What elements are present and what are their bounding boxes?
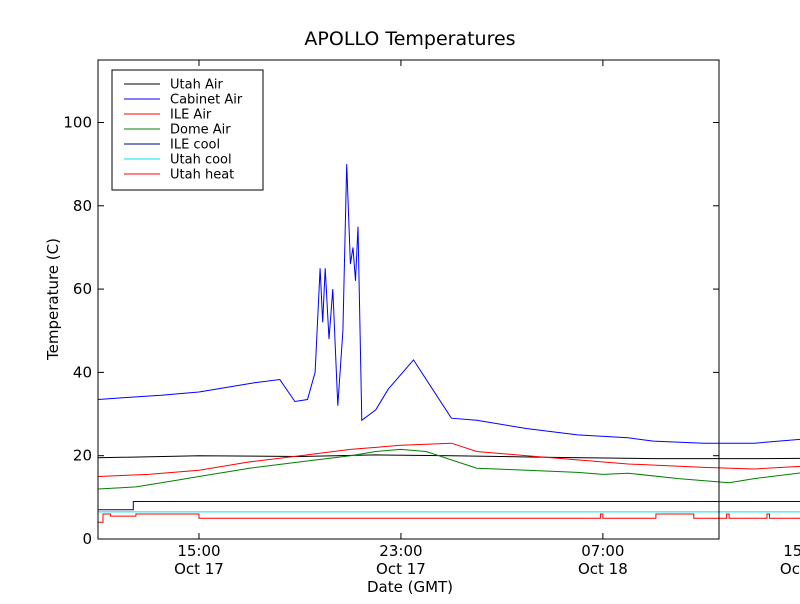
legend-label-utah-cool: Utah cool xyxy=(170,153,232,168)
chart-title: APOLLO Temperatures xyxy=(304,28,515,50)
x-tick-time-label: 23:00 xyxy=(379,542,422,560)
x-tick-date-label: Oct 18 xyxy=(780,560,800,578)
series-line-utah-heat xyxy=(98,513,800,523)
legend-label-utah-heat: Utah heat xyxy=(170,168,234,183)
legend-frame xyxy=(111,69,264,191)
x-axis-label: Date (GMT) xyxy=(367,578,453,596)
y-tick-label: 80 xyxy=(73,197,92,215)
y-tick-label: 40 xyxy=(73,363,92,381)
y-tick-label: 0 xyxy=(82,530,92,548)
legend-label-cabinet-air: Cabinet Air xyxy=(170,93,243,108)
x-tick-date-label: Oct 17 xyxy=(376,560,426,578)
x-tick-time-label: 15:00 xyxy=(783,542,800,560)
y-axis-label: Temperature (C) xyxy=(44,238,62,361)
x-tick-time-label: 15:00 xyxy=(177,542,220,560)
series-layer xyxy=(97,164,800,523)
x-tick-date-label: Oct 18 xyxy=(578,560,628,578)
series-line-dome-air xyxy=(97,448,800,490)
y-tick-label: 100 xyxy=(63,113,92,131)
legend-label-utah-air: Utah Air xyxy=(170,78,223,93)
y-tick-label: 20 xyxy=(73,447,92,465)
y-tick-label: 60 xyxy=(73,280,92,298)
series-line-utah-air xyxy=(97,454,800,460)
legend-label-dome-air: Dome Air xyxy=(170,123,231,138)
series-line-cabinet-air xyxy=(97,164,800,444)
legend-label-ile-cool: ILE cool xyxy=(170,138,220,153)
x-tick-time-label: 07:00 xyxy=(581,542,624,560)
series-line-ile-cool xyxy=(98,501,800,511)
series-line-ile-air xyxy=(97,442,800,477)
legend-label-ile-air: ILE Air xyxy=(170,108,212,123)
plot-frame xyxy=(97,59,720,540)
x-tick-date-label: Oct 17 xyxy=(174,560,224,578)
